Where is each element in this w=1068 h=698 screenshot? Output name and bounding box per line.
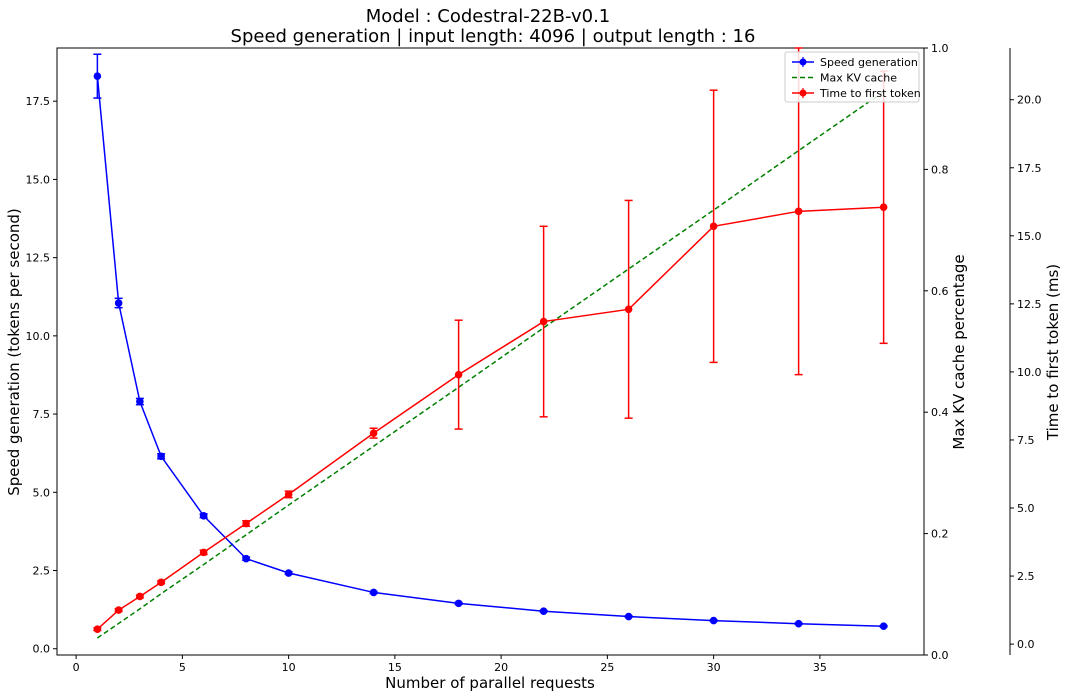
time-to-first-token-point	[624, 305, 633, 314]
speed-generation-point	[136, 397, 144, 406]
time-to-first-token-point	[93, 625, 102, 633]
x-tick-label: 25	[600, 661, 614, 674]
y-right-kv-tick-label: 0.8	[931, 163, 949, 176]
time-to-first-token-point	[879, 203, 888, 212]
y-axis-right-kv: 0.0 0.2 0.4 0.6 0.8 1.0	[924, 42, 949, 662]
time-to-first-token-point	[284, 490, 293, 499]
series-layer	[93, 47, 888, 639]
legend-label: Max KV cache	[820, 72, 897, 85]
max-kv-cache-line	[96, 91, 885, 639]
x-tick-label: 0	[73, 661, 80, 674]
speed-generation-point	[157, 452, 165, 461]
y-axis-right-ttft-label: Time to first token (ms)	[1044, 264, 1062, 441]
time-to-first-token-point	[114, 606, 123, 614]
time-to-first-token-line	[96, 206, 884, 630]
x-tick-label: 30	[707, 661, 721, 674]
y-left-tick-label: 2.5	[33, 565, 51, 578]
y-left-tick-label: 5.0	[33, 486, 51, 499]
speed-generation-point	[794, 619, 803, 628]
y-right-ttft-tick-label: 10.0	[1017, 366, 1042, 379]
y-right-kv-tick-label: 0.2	[931, 528, 949, 541]
legend-label: Speed generation	[820, 56, 918, 69]
y-right-ttft-tick-label: 20.0	[1017, 94, 1042, 107]
speed-generation-point	[709, 616, 718, 625]
y-right-ttft-tick-label: 5.0	[1017, 502, 1035, 515]
chart-subtitle: Speed generation | input length: 4096 | …	[231, 26, 756, 47]
y-right-ttft-tick-label: 12.5	[1017, 298, 1042, 311]
y-right-ttft-tick-label: 17.5	[1017, 162, 1042, 175]
legend-label: Time to first token	[819, 87, 921, 100]
speed-generation-point	[93, 72, 102, 80]
speed-generation-point	[454, 599, 463, 608]
time-to-first-token-point	[157, 578, 165, 587]
x-tick-label: 15	[388, 661, 402, 674]
y-left-tick-label: 17.5	[26, 95, 51, 108]
y-axis-right-ttft: 0.0 2.5 5.0 7.5 10.0 12.5 15.0 17.5 20.0	[1009, 48, 1042, 655]
speed-generation-point	[879, 622, 888, 631]
x-tick-label: 35	[813, 661, 827, 674]
time-to-first-token-point	[454, 370, 463, 379]
speed-generation-point	[624, 612, 633, 621]
y-left-tick-label: 15.0	[26, 173, 51, 186]
speed-generation-point	[114, 299, 123, 307]
y-axis-right-kv-label: Max KV cache percentage	[950, 254, 968, 449]
series-speed-generation	[93, 53, 888, 631]
time-to-first-token-point	[539, 317, 548, 326]
y-axis-left-label: Speed generation (tokens per second)	[5, 208, 23, 496]
x-tick-label: 10	[282, 661, 296, 674]
plot-frame	[56, 47, 925, 656]
speed-generation-point	[242, 554, 250, 563]
speed-generation-point	[369, 588, 378, 597]
time-to-first-token-point	[136, 592, 144, 601]
time-to-first-token-point	[242, 519, 250, 528]
y-left-tick-label: 0.0	[33, 643, 51, 656]
x-tick-label: 20	[494, 661, 508, 674]
y-right-ttft-tick-label: 7.5	[1017, 434, 1035, 447]
y-left-tick-label: 10.0	[26, 330, 51, 343]
speed-generation-point	[539, 607, 548, 615]
speed-generation-point	[284, 569, 293, 577]
plot-area	[56, 47, 925, 656]
y-axis-left: 0.0 2.5 5.0 7.5 10.0 12.5 15.0 17.5	[26, 95, 57, 656]
y-right-ttft-tick-label: 0.0	[1017, 638, 1035, 651]
legend-item-time-to-first-token: Time to first token	[792, 87, 921, 100]
speed-generation-point	[199, 511, 208, 520]
time-to-first-token-point	[709, 222, 718, 231]
y-left-tick-label: 12.5	[26, 252, 51, 265]
legend-item-speed-generation: Speed generation	[792, 56, 918, 69]
chart-title: Model : Codestral-22B-v0.1	[366, 6, 611, 27]
x-tick-label: 5	[179, 661, 186, 674]
y-right-kv-tick-label: 0.0	[931, 649, 949, 662]
x-axis-label: Number of parallel requests	[385, 674, 595, 692]
time-to-first-token-point	[369, 429, 378, 437]
time-to-first-token-point	[794, 207, 803, 216]
y-right-kv-tick-label: 0.6	[931, 285, 949, 298]
time-to-first-token-point	[199, 548, 208, 557]
series-max-kv-cache	[96, 91, 885, 639]
legend-item-max-kv-cache: Max KV cache	[792, 72, 897, 85]
legend: Speed generation Max KV cache Time to firs…	[784, 51, 921, 103]
y-right-ttft-tick-label: 2.5	[1017, 570, 1035, 583]
y-right-kv-tick-label: 1.0	[931, 42, 949, 55]
y-left-tick-label: 7.5	[33, 408, 51, 421]
y-right-ttft-tick-label: 15.0	[1017, 230, 1042, 243]
y-right-kv-tick-label: 0.4	[931, 406, 949, 419]
x-axis: 0 5 10 15 20 25 30 35	[73, 655, 827, 674]
legend-box	[784, 51, 920, 103]
speed-generation-line	[96, 76, 884, 627]
